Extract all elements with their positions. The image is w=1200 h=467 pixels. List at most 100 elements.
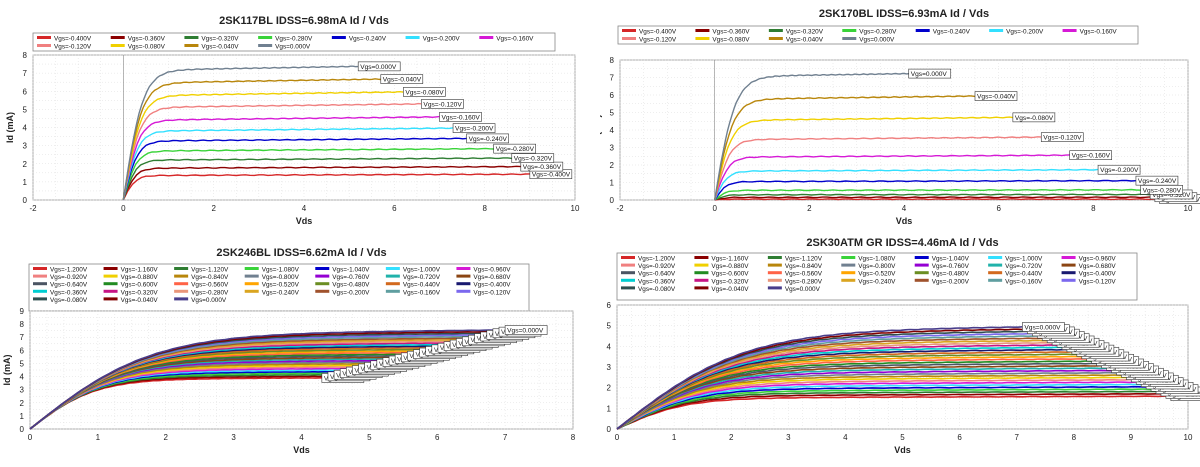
legend-label: Vgs=-0.200V	[423, 36, 461, 43]
chart-panel-top-right: 2SK170BL IDSS=6.93mA Id / Vds Vgs=-0.400V…	[592, 0, 1200, 231]
y-tick-label: 1	[20, 412, 25, 421]
legend-label: Vgs=-0.480V	[932, 271, 970, 278]
series-line-vgs-0-240v	[714, 179, 1136, 201]
x-tick-label: 4	[299, 433, 304, 442]
legend-entry-vgs-0-480v: Vgs=-0.480V	[914, 271, 970, 278]
legend-entry-vgs-0-000v: Vgs=0.000V	[767, 286, 821, 293]
end-label-text: Vgs=0.000V	[507, 328, 544, 335]
legend-label: Vgs=-0.840V	[785, 263, 823, 270]
legend-entry-vgs-0-960v: Vgs=-0.960V	[456, 267, 511, 274]
legend-entry-vgs-0-920v: Vgs=-0.920V	[33, 274, 88, 281]
x-tick-label: 10	[1184, 433, 1193, 442]
end-label-vgs-0-160v: Vgs=-0.160V	[1069, 150, 1112, 160]
legend-entry-vgs-1-040v: Vgs=-1.040V	[315, 267, 370, 274]
legend-entry-vgs-0-120v: Vgs=-0.120V	[456, 289, 511, 296]
legend-entry-vgs-0-640v: Vgs=-0.640V	[621, 271, 676, 278]
legend-label: Vgs=-0.560V	[785, 271, 823, 278]
legend-label: Vgs=-0.120V	[54, 44, 92, 51]
legend-swatch	[767, 286, 782, 290]
legend-entry-vgs-0-360v: Vgs=-0.360V	[621, 278, 676, 285]
series-line-vgs-0-880v	[616, 376, 1132, 430]
series-line-vgs-0-840v	[616, 374, 1127, 430]
series-line-vgs-0-360v	[714, 196, 1155, 201]
series-line-vgs-1-160v	[616, 392, 1166, 430]
legend-label: Vgs=-0.680V	[1079, 263, 1117, 270]
legend-label: Vgs=-0.400V	[54, 36, 92, 43]
legend-swatch	[767, 263, 782, 267]
legend-entry-vgs-0-720v: Vgs=-0.720V	[385, 274, 441, 281]
end-label-text: Vgs=-0.280V	[1143, 187, 1182, 194]
y-tick-label: 0	[23, 196, 28, 205]
legend-label: Vgs=-0.920V	[638, 263, 676, 270]
end-label-text: Vgs=-0.200V	[455, 126, 494, 133]
legend-label: Vgs=-0.360V	[712, 29, 750, 36]
legend-label: Vgs=-0.280V	[785, 278, 823, 285]
x-tick-label: 0	[121, 204, 126, 213]
legend-entry-vgs-1-080v: Vgs=-1.080V	[841, 256, 896, 263]
y-tick-label: 3	[23, 142, 28, 151]
series-line-vgs-0-760v	[616, 369, 1117, 430]
x-tick-label: 7	[503, 433, 508, 442]
legend-entry-vgs-0-440v: Vgs=-0.440V	[385, 282, 441, 289]
legend-swatch	[914, 263, 929, 267]
series-line-vgs-0-360v	[122, 165, 521, 200]
series-line-vgs-0-400v	[122, 173, 530, 201]
legend-swatch	[914, 271, 929, 275]
legend-swatch	[405, 36, 420, 39]
legend-label: Vgs=-0.160V	[1005, 278, 1043, 285]
legend-label: Vgs=-0.720V	[403, 274, 441, 281]
chart-2sk30atm-gr: 2SK30ATM GR IDSS=4.46mA Id / Vds Vgs=-1.2…	[589, 237, 1200, 455]
x-tick-label: 10	[571, 204, 580, 213]
end-label-vgs-0-280v: Vgs=-0.280V	[1140, 185, 1183, 195]
chart-panel-bottom-left: 2SK246BL IDSS=6.62mA Id / Vds Vgs=-1.200V…	[0, 231, 600, 462]
x-tick-label: 2	[211, 204, 216, 213]
end-label-text: Vgs=-0.240V	[1138, 178, 1177, 185]
x-tick-label: 4	[843, 433, 848, 442]
legend-label: Vgs=-0.080V	[712, 37, 750, 44]
x-tick-label: 0	[615, 433, 620, 442]
end-labels: Vgs=-0.400VVgs=-0.360VVgs=-0.320VVgs=-0.…	[908, 68, 1200, 204]
x-tick-label: 1	[96, 433, 101, 442]
y-tick-label: 4	[23, 124, 28, 133]
legend-swatch	[103, 274, 118, 278]
legend-label: Vgs=-0.760V	[332, 274, 370, 281]
legend-swatch	[244, 267, 259, 270]
legend-label: Vgs=-0.280V	[859, 29, 897, 36]
legend-label: Vgs=-0.760V	[932, 263, 970, 270]
legend-swatch	[385, 267, 400, 270]
legend-label: Vgs=-0.680V	[473, 274, 511, 281]
legend-entry-vgs-0-560v: Vgs=-0.560V	[174, 282, 229, 289]
legend-entry-vgs-0-760v: Vgs=-0.760V	[914, 263, 970, 270]
legend-swatch	[841, 256, 856, 259]
legend-label: Vgs=-0.240V	[349, 36, 387, 43]
end-label-vgs-0-360v: Vgs=-0.360V	[520, 161, 564, 172]
legend-entry-vgs-0-360v: Vgs=-0.360V	[110, 36, 166, 43]
chart-title: 2SK117BL IDSS=6.98mA Id / Vds	[219, 15, 389, 27]
legend-entry-vgs-1-080v: Vgs=-1.080V	[244, 267, 300, 274]
end-label-text: Vgs=-0.040V	[977, 94, 1016, 101]
end-label-text: Vgs=-0.080V	[405, 89, 444, 96]
legend-label: Vgs=-0.360V	[50, 289, 88, 296]
legend-swatch	[767, 271, 782, 275]
series-line-vgs-0-520v	[616, 355, 1087, 430]
legend-entry-vgs-0-400v: Vgs=-0.400V	[37, 36, 92, 43]
gridlines	[619, 59, 1189, 201]
legend-entry-vgs-0-200v: Vgs=-0.200V	[914, 278, 970, 285]
series-lines	[616, 326, 1171, 430]
series-line-vgs-0-080v	[122, 90, 404, 200]
legend-entry-vgs-1-120v: Vgs=-1.120V	[767, 256, 823, 263]
legend-label: Vgs=0.000V	[191, 297, 227, 304]
legend-entry-vgs-0-880v: Vgs=-0.880V	[694, 263, 749, 270]
legend-entry-vgs-0-080v: Vgs=-0.080V	[695, 37, 750, 44]
legend-entry-vgs-0-320v: Vgs=-0.320V	[103, 289, 158, 296]
end-label-vgs-0-000v: Vgs=0.000V	[357, 61, 401, 72]
series-line-vgs-0-120v	[714, 136, 1042, 200]
end-label-text: Vgs=-0.320V	[1152, 192, 1191, 199]
legend-swatch	[103, 282, 118, 286]
legend-label: Vgs=-0.880V	[121, 274, 159, 281]
y-tick-label: 0	[607, 425, 612, 434]
legend-entry-vgs-0-960v: Vgs=-0.960V	[1061, 256, 1116, 263]
legend-swatch	[33, 267, 47, 270]
y-tick-label: 2	[23, 160, 28, 169]
legend-swatch	[385, 274, 400, 278]
